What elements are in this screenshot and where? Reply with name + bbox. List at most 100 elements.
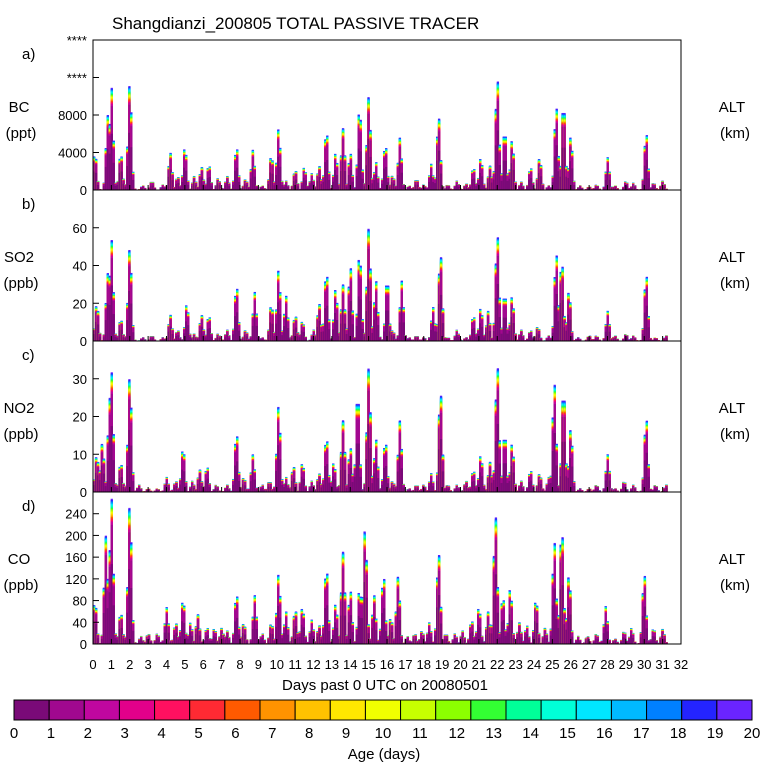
area-bin [473, 178, 475, 190]
area-bin [332, 182, 334, 190]
area-bin [360, 151, 362, 190]
area-bin [303, 178, 305, 190]
chart-title: Shangdianzi_200805 TOTAL PASSIVE TRACER [112, 14, 479, 33]
area-bin [375, 175, 377, 190]
area-bin [393, 184, 395, 190]
area-bin [456, 185, 458, 190]
area-bin [181, 182, 183, 190]
area-bin [105, 167, 107, 190]
area-bin [169, 170, 171, 190]
area-bin [369, 157, 371, 190]
area-bin [201, 177, 203, 190]
area-bin [281, 185, 283, 190]
area-bin [209, 177, 211, 190]
area-bin [362, 179, 364, 190]
area-bin [122, 184, 124, 190]
area-bin [226, 182, 228, 190]
area-bin [471, 179, 473, 190]
area-bin [344, 171, 346, 190]
area-bin [399, 161, 401, 190]
area-bin [316, 181, 318, 190]
area-bin [340, 171, 342, 190]
area-bin [436, 161, 438, 190]
area-bin [199, 181, 201, 190]
area-bin [475, 186, 477, 190]
area-bin [195, 185, 197, 190]
area-bin [273, 185, 275, 190]
area-bin [328, 180, 330, 190]
area-bin [311, 181, 313, 190]
area-bin [211, 186, 213, 190]
area-bin [352, 182, 354, 190]
area-bin [285, 185, 287, 190]
area-bin [318, 177, 320, 190]
area-bin [130, 147, 132, 190]
area-bin [365, 165, 367, 190]
area-bin [207, 178, 209, 190]
area-bin [432, 182, 434, 190]
area-bin [297, 186, 299, 190]
area-bin [167, 177, 169, 190]
area-bin [246, 185, 248, 190]
area-bin [120, 172, 122, 190]
area-bin [95, 173, 97, 190]
area-bin [152, 186, 154, 190]
area-bin [269, 172, 271, 190]
area-bin [191, 186, 193, 190]
area-bin [438, 151, 440, 190]
area-bin [414, 185, 416, 190]
area-bin [224, 185, 226, 190]
area-bin [401, 173, 403, 190]
area-bin [348, 175, 350, 190]
area-bin [277, 157, 279, 190]
area-bin [428, 182, 430, 190]
area-bin [358, 148, 360, 190]
area-bin [252, 168, 254, 190]
area-bin [434, 183, 436, 190]
area-bin [187, 185, 189, 190]
area-bin [107, 149, 109, 190]
area-bin [430, 176, 432, 190]
area-bin [363, 186, 365, 190]
area-bin [356, 176, 358, 190]
area-bin [334, 170, 336, 190]
area-bin [367, 139, 369, 190]
area-bin [371, 183, 373, 190]
area-bin [326, 160, 328, 190]
area-bin [271, 174, 273, 190]
area-bin [373, 180, 375, 190]
area-bin [244, 184, 246, 190]
area-bin [185, 171, 187, 190]
area-bin [117, 185, 119, 190]
area-bin [267, 184, 269, 190]
area-bin [250, 178, 252, 190]
area-bin [338, 187, 340, 190]
area-bin [126, 166, 128, 190]
area-bin [416, 185, 418, 190]
area-bin [228, 186, 230, 190]
panel-1-layers [93, 82, 668, 191]
area-bin [97, 185, 99, 190]
area-bin [397, 175, 399, 190]
panels: 040008000********a)BC(ppt)ALT(km)0204060… [3, 33, 750, 652]
area-bin [113, 163, 115, 190]
area-bin [309, 185, 311, 190]
area-bin [216, 184, 218, 190]
area-bin [128, 133, 130, 190]
area-bin [301, 185, 303, 190]
area-bin [391, 182, 393, 190]
area-bin [324, 162, 326, 190]
area-bin [305, 180, 307, 190]
area-bin [132, 180, 134, 190]
area-bin [342, 156, 344, 190]
area-bin [377, 183, 379, 190]
area-bin [232, 185, 234, 190]
area-bin [115, 186, 117, 190]
area-bin [109, 154, 111, 190]
area-bin [103, 186, 105, 190]
area-bin [383, 169, 385, 190]
area-bin [193, 182, 195, 190]
area-bin [150, 186, 152, 190]
area-bin [336, 175, 338, 190]
